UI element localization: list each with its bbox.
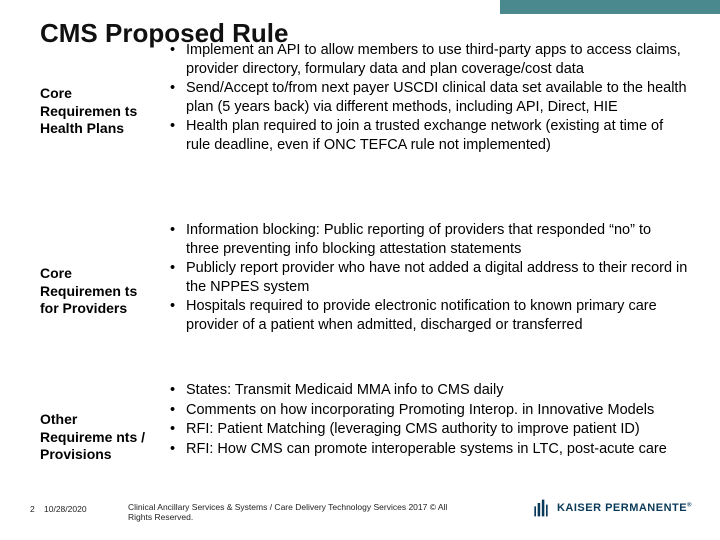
bullet-group-1: Implement an API to allow members to use… [168,41,688,155]
bullet-item: States: Transmit Medicaid MMA info to CM… [168,381,667,400]
bullet-item: Comments on how incorporating Promoting … [168,401,667,420]
bullet-item: RFI: Patient Matching (leveraging CMS au… [168,420,667,439]
label-providers: Core Requiremen ts for Providers [40,265,150,318]
label-health-plans: Core Requiremen ts Health Plans [40,85,150,138]
kp-logo-icon [531,498,551,518]
slide: CMS Proposed Rule Core Requiremen ts Hea… [0,0,720,540]
bullet-item: Information blocking: Public reporting o… [168,221,688,258]
bullet-item: Health plan required to join a trusted e… [168,117,688,154]
bullet-item: Implement an API to allow members to use… [168,41,688,78]
bullet-group-3: States: Transmit Medicaid MMA info to CM… [168,381,667,459]
footer: 2 10/28/2020 Clinical Ancillary Services… [0,498,720,532]
bullet-group-2: Information blocking: Public reporting o… [168,221,688,335]
bullet-item: RFI: How CMS can promote interoperable s… [168,440,667,459]
bullet-item: Publicly report provider who have not ad… [168,259,688,296]
label-other: Other Requireme nts / Provisions [40,411,150,464]
page-number: 2 [30,504,35,514]
footer-date: 10/28/2020 [44,504,87,514]
kp-logo-text: KAISER PERMANENTE® [557,502,692,514]
kaiser-permanente-logo: KAISER PERMANENTE® [531,498,692,518]
bullet-item: Hospitals required to provide electronic… [168,297,688,334]
footer-copyright: Clinical Ancillary Services & Systems / … [128,502,458,522]
bullet-item: Send/Accept to/from next payer USCDI cli… [168,79,688,116]
